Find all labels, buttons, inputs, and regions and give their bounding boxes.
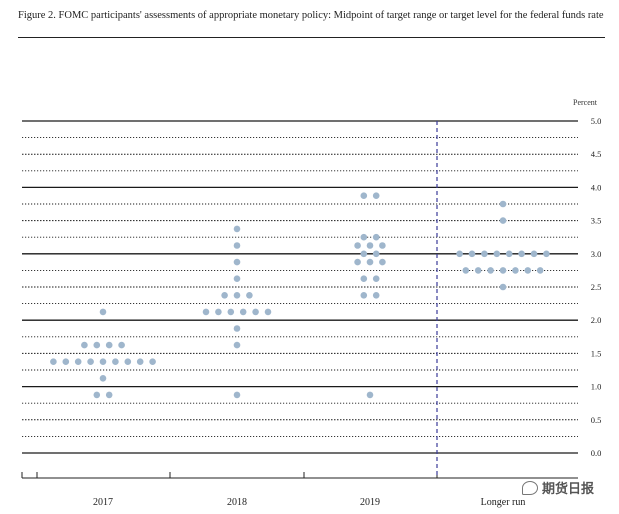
y-tick-label: 3.0 bbox=[591, 249, 602, 259]
x-axis: 2017 2018 2019 Longer run bbox=[21, 121, 578, 508]
participant-dot bbox=[366, 391, 374, 399]
participant-dot bbox=[99, 375, 107, 382]
participant-dot bbox=[360, 250, 368, 258]
participant-dot bbox=[233, 258, 241, 266]
participant-dot bbox=[202, 308, 210, 316]
participant-dot bbox=[87, 358, 94, 366]
y-tick-label: 5.0 bbox=[591, 116, 602, 126]
participant-dot bbox=[99, 358, 107, 366]
participant-dot bbox=[118, 341, 125, 349]
y-tick-label: 2.0 bbox=[591, 315, 602, 325]
participant-dot bbox=[474, 267, 482, 274]
participant-dot bbox=[149, 358, 156, 366]
participant-dot bbox=[487, 267, 494, 274]
participant-dot bbox=[360, 233, 368, 241]
title-rule bbox=[18, 37, 605, 38]
participant-dot bbox=[74, 358, 82, 366]
participant-dot bbox=[246, 292, 253, 299]
participant-dot bbox=[99, 308, 107, 316]
participant-dot bbox=[379, 258, 386, 266]
participant-dot bbox=[518, 250, 525, 258]
participant-dot bbox=[499, 267, 507, 274]
participant-dot bbox=[462, 267, 470, 274]
participant-dot bbox=[233, 225, 241, 233]
participant-dot bbox=[124, 358, 132, 366]
participant-dot bbox=[354, 258, 361, 266]
chart-title: Figure 2. FOMC participants' assessments… bbox=[18, 10, 604, 21]
participant-dot bbox=[512, 267, 519, 274]
participant-dot bbox=[239, 308, 247, 316]
participant-dot bbox=[543, 250, 550, 258]
y-tick-label: 1.0 bbox=[591, 382, 602, 392]
participant-dot bbox=[136, 358, 144, 366]
participant-dot bbox=[62, 358, 70, 366]
participant-dot bbox=[536, 267, 544, 274]
participant-dot bbox=[233, 391, 241, 399]
participant-dot bbox=[233, 292, 241, 299]
participant-dot bbox=[215, 308, 222, 316]
participant-dot bbox=[112, 358, 119, 366]
y-tick-label: 3.5 bbox=[591, 216, 602, 226]
participant-dot bbox=[372, 192, 380, 199]
participant-dot bbox=[505, 250, 513, 258]
chat-bubble-icon bbox=[522, 480, 538, 495]
grid-layer bbox=[22, 120, 578, 454]
participant-dot bbox=[233, 242, 241, 249]
participant-dot bbox=[499, 217, 507, 224]
y-tick-label: 4.0 bbox=[591, 182, 602, 192]
participant-dot bbox=[366, 258, 374, 266]
participant-dot bbox=[105, 341, 113, 349]
participant-dot bbox=[354, 242, 361, 249]
participant-dot bbox=[105, 391, 113, 399]
participant-dot bbox=[468, 250, 476, 258]
participant-dot bbox=[360, 292, 368, 299]
y-tick-labels: 5.0 4.5 4.0 3.5 3.0 2.5 2.0 1.5 1.0 0.5 0.0 bbox=[591, 116, 602, 458]
participant-dot bbox=[372, 292, 380, 299]
x-category-label: Longer run bbox=[481, 497, 526, 508]
participant-dot bbox=[379, 242, 386, 249]
participant-dot bbox=[499, 200, 507, 208]
y-tick-label: 4.5 bbox=[591, 149, 602, 159]
participant-dot bbox=[481, 250, 488, 258]
participant-dot bbox=[499, 283, 507, 291]
dots-layer bbox=[50, 192, 550, 399]
participant-dot bbox=[366, 242, 374, 249]
participant-dot bbox=[360, 192, 368, 199]
y-tick-label: 2.5 bbox=[591, 282, 602, 292]
participant-dot bbox=[493, 250, 501, 258]
participant-dot bbox=[50, 358, 57, 366]
participant-dot bbox=[372, 233, 380, 241]
participant-dot bbox=[252, 308, 259, 316]
participant-dot bbox=[93, 341, 101, 349]
participant-dot bbox=[233, 275, 241, 283]
participant-dot bbox=[233, 341, 241, 349]
participant-dot bbox=[93, 391, 101, 399]
participant-dot bbox=[456, 250, 463, 258]
participant-dot bbox=[264, 308, 272, 316]
participant-dot bbox=[227, 308, 235, 316]
x-category-label: 2019 bbox=[360, 497, 380, 508]
participant-dot bbox=[233, 325, 241, 332]
x-category-label: 2017 bbox=[93, 497, 113, 508]
y-tick-label: 1.5 bbox=[591, 348, 602, 358]
participant-dot bbox=[530, 250, 538, 258]
unit-label: Percent bbox=[573, 98, 598, 107]
participant-dot bbox=[372, 250, 380, 258]
participant-dot bbox=[524, 267, 532, 274]
participant-dot bbox=[372, 275, 380, 283]
x-category-label: 2018 bbox=[227, 497, 247, 508]
participant-dot bbox=[360, 275, 368, 283]
y-tick-label: 0.5 bbox=[591, 415, 602, 425]
watermark-text: 期货日报 bbox=[542, 482, 595, 497]
participant-dot bbox=[221, 292, 228, 299]
participant-dot bbox=[81, 341, 88, 349]
y-tick-label: 0.0 bbox=[591, 448, 602, 458]
watermark: 期货日报 bbox=[522, 478, 594, 497]
